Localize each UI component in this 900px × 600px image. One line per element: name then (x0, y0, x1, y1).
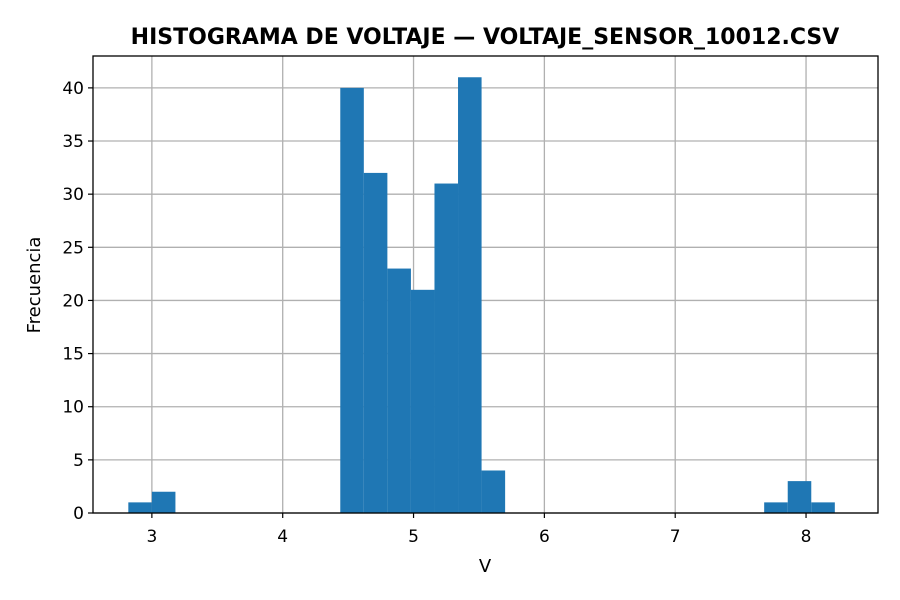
y-tick-label: 40 (62, 79, 84, 99)
y-axis-label: Frecuencia (24, 237, 45, 334)
chart-title: HISTOGRAMA DE VOLTAJE — VOLTAJE_SENSOR_1… (131, 25, 840, 50)
x-tick-label: 7 (670, 527, 681, 547)
y-axis-ticks: 0 5 10 15 20 25 30 35 40 (62, 79, 93, 524)
grid (93, 56, 878, 514)
histogram-bar (363, 172, 388, 513)
x-tick-label: 5 (408, 527, 419, 547)
histogram-bar (387, 268, 411, 513)
y-tick-label: 10 (62, 398, 84, 418)
histogram-bar (340, 87, 364, 513)
y-tick-label: 5 (73, 451, 84, 471)
x-axis-ticks: 3 4 5 6 7 8 (146, 513, 811, 547)
x-tick-label: 8 (801, 527, 812, 547)
x-tick-label: 4 (277, 527, 288, 547)
histogram-bar (410, 289, 435, 513)
histogram-bar (481, 470, 506, 513)
x-tick-label: 6 (539, 527, 550, 547)
histogram-bar (787, 481, 812, 513)
histogram-bar (151, 491, 176, 513)
y-tick-label: 25 (62, 238, 84, 258)
histogram-bar (811, 502, 835, 513)
histogram-bars (128, 77, 835, 514)
histogram-bar (764, 502, 788, 513)
y-tick-label: 0 (73, 504, 84, 524)
histogram-bar (458, 77, 482, 514)
plot-frame (92, 55, 879, 514)
y-tick-label: 20 (62, 291, 84, 311)
y-tick-label: 35 (62, 132, 84, 152)
histogram-bar (434, 183, 459, 513)
x-axis-label: V (479, 556, 492, 577)
y-tick-label: 30 (62, 185, 84, 205)
x-tick-label: 3 (146, 527, 157, 547)
histogram-bar (128, 502, 152, 513)
y-tick-label: 15 (62, 345, 84, 365)
